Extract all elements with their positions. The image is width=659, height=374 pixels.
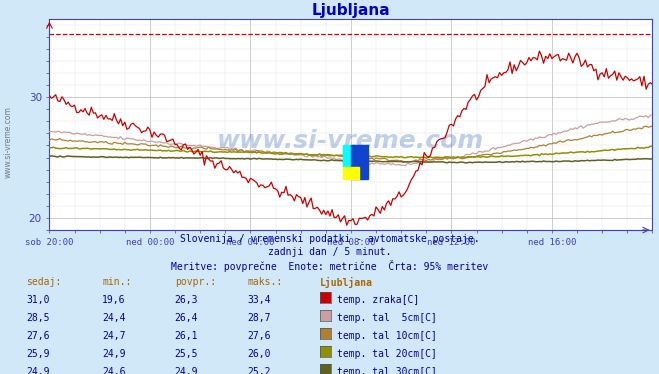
Title: Ljubljana: Ljubljana: [312, 3, 390, 18]
Bar: [351, 145, 368, 179]
Text: temp. zraka[C]: temp. zraka[C]: [337, 295, 419, 305]
Text: 25,5: 25,5: [175, 349, 198, 359]
Bar: [343, 145, 359, 167]
Text: 31,0: 31,0: [26, 295, 50, 305]
Text: povpr.:: povpr.:: [175, 277, 215, 287]
Text: sedaj:: sedaj:: [26, 277, 61, 287]
Text: www.si-vreme.com: www.si-vreme.com: [3, 106, 13, 178]
Text: 25,9: 25,9: [26, 349, 50, 359]
Text: 28,5: 28,5: [26, 313, 50, 323]
Text: 33,4: 33,4: [247, 295, 271, 305]
Text: Meritve: povprečne  Enote: metrične  Črta: 95% meritev: Meritve: povprečne Enote: metrične Črta:…: [171, 260, 488, 272]
Text: 27,6: 27,6: [26, 331, 50, 341]
Text: Ljubljana: Ljubljana: [320, 277, 372, 288]
Text: zadnji dan / 5 minut.: zadnji dan / 5 minut.: [268, 247, 391, 257]
Text: 24,7: 24,7: [102, 331, 126, 341]
Text: 24,4: 24,4: [102, 313, 126, 323]
Text: temp. tal 30cm[C]: temp. tal 30cm[C]: [337, 367, 437, 374]
Text: www.si-vreme.com: www.si-vreme.com: [217, 129, 484, 153]
Text: 27,6: 27,6: [247, 331, 271, 341]
Text: Slovenija / vremenski podatki - avtomatske postaje.: Slovenija / vremenski podatki - avtomats…: [180, 234, 479, 244]
Text: temp. tal 20cm[C]: temp. tal 20cm[C]: [337, 349, 437, 359]
Text: 24,9: 24,9: [26, 367, 50, 374]
Text: min.:: min.:: [102, 277, 132, 287]
Text: temp. tal  5cm[C]: temp. tal 5cm[C]: [337, 313, 437, 323]
Text: 24,9: 24,9: [175, 367, 198, 374]
Text: 28,7: 28,7: [247, 313, 271, 323]
Text: 19,6: 19,6: [102, 295, 126, 305]
Text: temp. tal 10cm[C]: temp. tal 10cm[C]: [337, 331, 437, 341]
Text: 25,2: 25,2: [247, 367, 271, 374]
Text: 26,1: 26,1: [175, 331, 198, 341]
Text: 26,4: 26,4: [175, 313, 198, 323]
Text: 24,6: 24,6: [102, 367, 126, 374]
Text: 24,9: 24,9: [102, 349, 126, 359]
Bar: [343, 167, 359, 179]
Text: 26,0: 26,0: [247, 349, 271, 359]
Text: 26,3: 26,3: [175, 295, 198, 305]
Text: maks.:: maks.:: [247, 277, 282, 287]
